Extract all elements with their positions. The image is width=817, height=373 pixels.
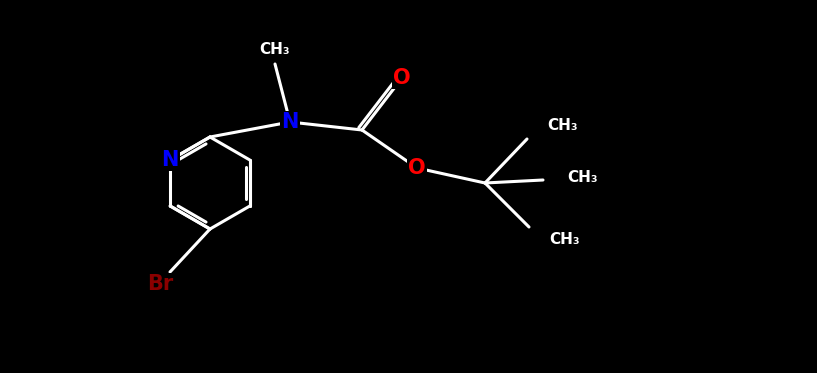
Text: CH₃: CH₃ [260,43,290,57]
Text: CH₃: CH₃ [549,232,579,248]
Text: CH₃: CH₃ [567,170,597,185]
Text: N: N [281,112,299,132]
Text: Br: Br [147,274,173,294]
Text: N: N [162,150,179,170]
Text: O: O [408,158,426,178]
Text: CH₃: CH₃ [547,119,578,134]
Text: O: O [393,68,411,88]
